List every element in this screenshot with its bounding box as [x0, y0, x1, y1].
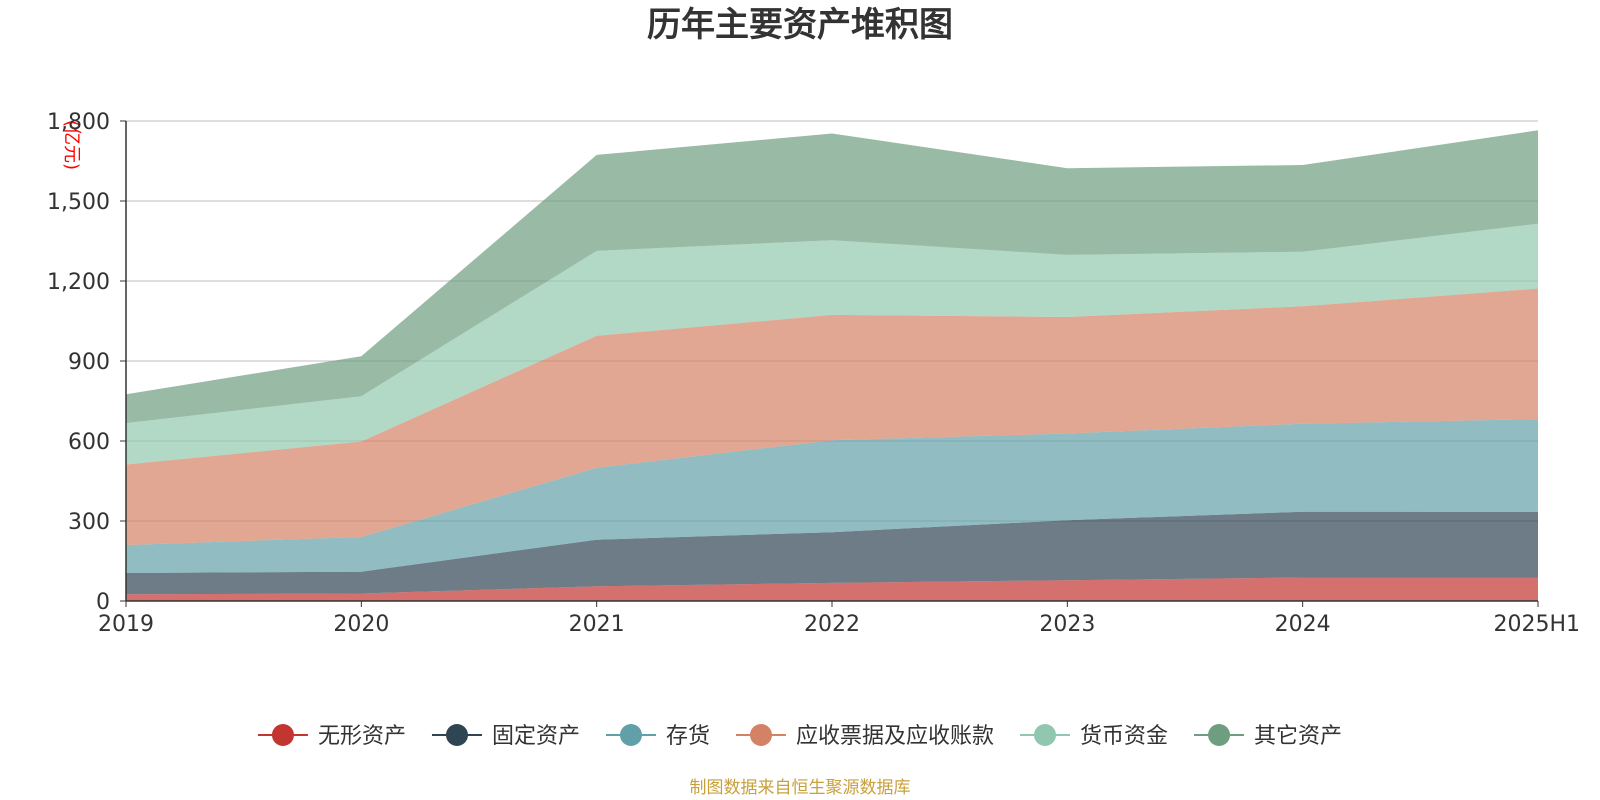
legend-label: 其它资产 — [1254, 724, 1342, 749]
legend-item[interactable]: 其它资产 — [1194, 724, 1342, 749]
legend-marker-icon — [619, 724, 642, 746]
area-series — [126, 288, 1538, 545]
x-tick-label: 2023 — [1039, 612, 1095, 637]
legend: 无形资产 固定资产 存货 应收票据及应收账款 货币资金 其它资产 — [257, 724, 1342, 749]
x-tick-label: 2025H1 — [1493, 612, 1580, 637]
legend-item[interactable]: 应收票据及应收账款 — [736, 724, 994, 749]
legend-label: 无形资产 — [318, 724, 406, 749]
area-series — [126, 577, 1538, 601]
legend-label: 存货 — [666, 724, 710, 749]
y-axis-unit: (亿元) — [61, 120, 82, 170]
y-tick-label: 300 — [68, 510, 110, 535]
x-tick-label: 2019 — [98, 612, 154, 637]
y-tick-label: 1,800 — [47, 110, 110, 135]
x-tick-label: 2024 — [1275, 612, 1331, 637]
legend-label: 货币资金 — [1080, 724, 1168, 749]
legend-label: 固定资产 — [492, 724, 580, 749]
x-tick-label: 2022 — [804, 612, 860, 637]
area-series — [126, 130, 1538, 424]
legend-item[interactable]: 存货 — [605, 724, 710, 749]
chart-title: 历年主要资产堆积图 — [647, 5, 953, 45]
legend-marker-icon — [750, 724, 772, 746]
legend-marker-icon — [445, 724, 468, 746]
legend-item[interactable]: 固定资产 — [431, 724, 580, 749]
area-series — [126, 223, 1538, 465]
y-tick-label: 600 — [68, 430, 110, 455]
y-tick-label: 900 — [68, 350, 110, 375]
axes: 0 300 600 900 1,200 1,500 1,800 2019 2020 2021 202… — [47, 110, 1580, 637]
source-note: 制图数据来自恒生聚源数据库 — [690, 778, 911, 798]
legend-label: 应收票据及应收账款 — [796, 724, 994, 749]
area-series — [126, 511, 1538, 595]
y-tick-label: 1,500 — [47, 190, 110, 215]
legend-marker-icon — [1034, 724, 1057, 746]
stacked-areas — [126, 130, 1538, 601]
x-tick-label: 2020 — [333, 612, 389, 637]
y-tick-label: 1,200 — [47, 270, 110, 295]
y-tick-label: 0 — [96, 590, 110, 615]
area-series — [126, 419, 1538, 573]
legend-item[interactable]: 无形资产 — [257, 724, 406, 749]
legend-marker-icon — [271, 724, 294, 746]
x-tick-label: 2021 — [569, 612, 625, 637]
legend-item[interactable]: 货币资金 — [1020, 724, 1168, 749]
legend-marker-icon — [1208, 724, 1231, 746]
